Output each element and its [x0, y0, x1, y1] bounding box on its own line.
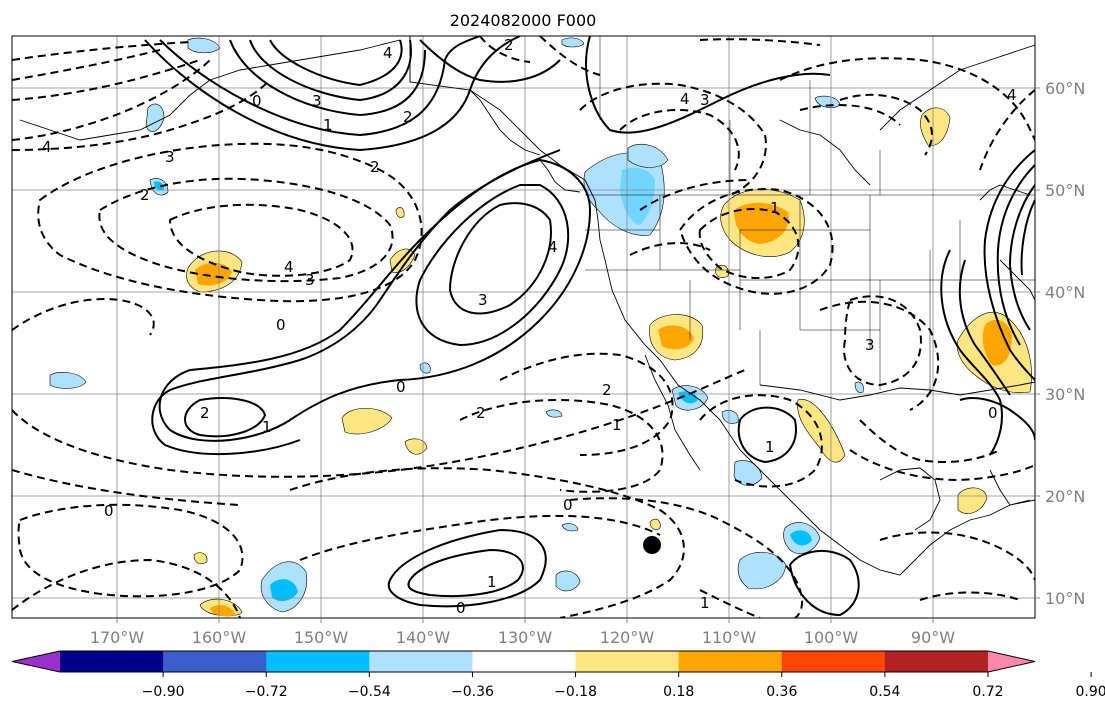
lon-label: 100°W — [804, 628, 859, 647]
colorbar — [11, 650, 1036, 673]
contour-label: 3 — [478, 291, 488, 309]
storm-center-marker — [643, 536, 661, 554]
contour-label: 0 — [988, 404, 998, 422]
colorbar-segment — [60, 651, 164, 672]
contour-label: 2 — [602, 381, 612, 399]
colorbar-segment — [884, 651, 989, 672]
lat-label: 30°N — [1045, 385, 1085, 404]
lon-label: 140°W — [396, 628, 451, 647]
contour-labels: 4 3 2 1 0 4 3 2 4 3 2 0 4 3 2 1 0 2 2 1 … — [42, 36, 1017, 617]
contour-label: 1 — [700, 594, 710, 612]
colorbar-segment — [266, 651, 370, 672]
contour-label: 1 — [323, 116, 333, 134]
map-title: 2024082000 F000 — [450, 11, 597, 30]
contour-label: 0 — [563, 496, 573, 514]
dashed-contours — [12, 36, 1035, 618]
contour-label: 4 — [1007, 86, 1017, 104]
colorbar-ticks: −0.90 −0.72 −0.54 −0.36 −0.18 0.18 0.36 0.54 0.7… — [142, 672, 1105, 700]
contour-label: 1 — [765, 438, 775, 456]
colorbar-segment — [781, 651, 886, 672]
colorbar-extend-low — [12, 651, 60, 672]
contour-label: 2 — [476, 404, 486, 422]
colorbar-extend-high — [988, 651, 1035, 672]
contour-label: 3 — [165, 148, 175, 166]
colorbar-tick-label: 0.36 — [766, 684, 797, 700]
contour-label: 4 — [680, 90, 690, 108]
contour-label: 2 — [140, 186, 150, 204]
lon-label: 170°W — [90, 628, 145, 647]
colorbar-tick-label: 0.90 — [1076, 684, 1105, 700]
colorbar-tick-label: −0.18 — [554, 684, 597, 700]
colorbar-tick-label: −0.90 — [142, 684, 185, 700]
solid-contours — [144, 36, 1035, 617]
colorbar-tick-label: −0.36 — [451, 684, 494, 700]
colorbar-tick-label: 0.72 — [972, 684, 1003, 700]
lat-label: 50°N — [1045, 181, 1085, 200]
contour-label: 0 — [252, 92, 262, 110]
lon-axis — [116, 618, 934, 623]
state-borders — [409, 36, 1035, 390]
lat-label: 60°N — [1045, 79, 1085, 98]
graticule — [12, 36, 1035, 618]
lon-label: 120°W — [600, 628, 655, 647]
lat-label: 40°N — [1045, 283, 1085, 302]
contour-label: 1 — [487, 573, 497, 591]
contour-label: 0 — [276, 316, 286, 334]
shaded-anomalies — [49, 37, 1032, 617]
contour-label: 1 — [262, 418, 272, 436]
contour-label: 0 — [456, 599, 466, 617]
contour-label: 2 — [200, 404, 210, 422]
lon-label: 90°W — [911, 628, 955, 647]
contour-label: 1 — [612, 416, 622, 434]
colorbar-segment — [575, 651, 680, 672]
contour-label: 2 — [403, 108, 413, 126]
contour-label: 4 — [383, 44, 393, 62]
lon-label: 130°W — [498, 628, 553, 647]
lat-label: 10°N — [1045, 589, 1085, 608]
lon-label: 110°W — [702, 628, 757, 647]
contour-label: 4 — [42, 138, 52, 156]
map-panel: 4 3 2 1 0 4 3 2 4 3 2 0 4 3 2 1 0 2 2 1 … — [12, 36, 1035, 618]
contour-label: 4 — [284, 258, 294, 276]
contour-label: 3 — [700, 91, 710, 109]
contour-label: 3 — [312, 92, 322, 110]
colorbar-tick-label: 0.18 — [663, 684, 694, 700]
colorbar-outline — [11, 650, 1036, 673]
lon-label: 150°W — [294, 628, 349, 647]
lat-axis — [1035, 87, 1040, 599]
lat-label: 20°N — [1045, 487, 1085, 506]
colorbar-segment — [678, 651, 783, 672]
lon-label: 160°W — [192, 628, 247, 647]
colorbar-tick-label: −0.54 — [348, 684, 391, 700]
colorbar-segment — [472, 651, 577, 672]
contour-label: 3 — [305, 271, 315, 289]
colorbar-tick-label: −0.72 — [245, 684, 288, 700]
colorbar-segment — [163, 651, 267, 672]
map-border — [11, 35, 1036, 619]
colorbar-segment — [369, 651, 473, 672]
contour-label: 0 — [396, 378, 406, 396]
contour-label: 2 — [504, 36, 514, 54]
contour-label: 2 — [370, 158, 380, 176]
colorbar-tick-label: 0.54 — [869, 684, 900, 700]
contour-label: 1 — [770, 199, 780, 217]
contour-label: 3 — [865, 336, 875, 354]
contour-label: 4 — [548, 238, 558, 256]
contour-label: 0 — [104, 502, 114, 520]
